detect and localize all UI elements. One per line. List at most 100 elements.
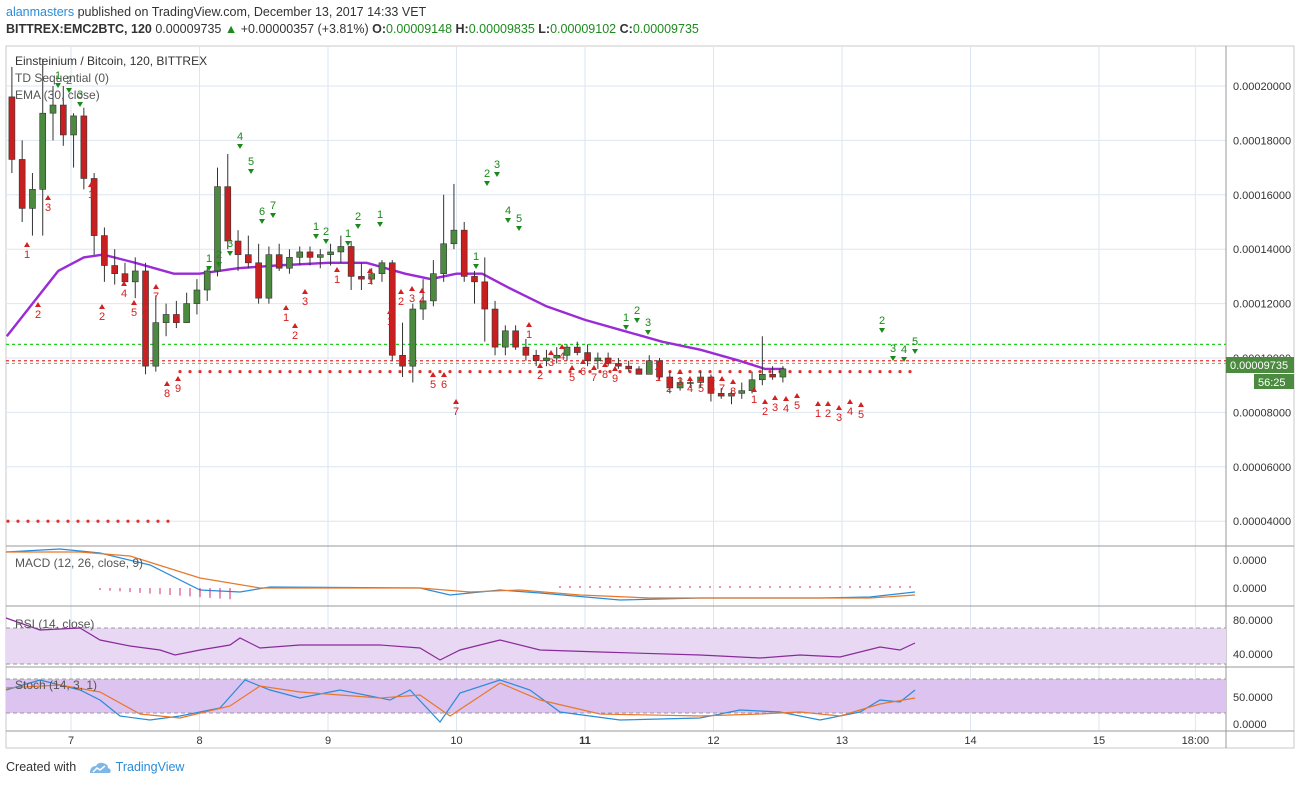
td-count-label: 3 [227, 238, 233, 250]
macd-signal-line [6, 551, 916, 599]
td-count-label: 6 [580, 366, 586, 378]
td-dot [96, 519, 100, 523]
td-dot [86, 519, 90, 523]
candle-body [378, 262, 386, 274]
candle-body [49, 104, 57, 114]
chart-title: Einsteinium / Bitcoin, 120, BITTREX [15, 54, 207, 68]
stoch-tick-upper: 50.0000 [1233, 692, 1273, 704]
time-tick-label: 9 [325, 735, 331, 747]
candle [635, 366, 643, 375]
tradingview-link[interactable]: TradingView [115, 760, 185, 774]
td-count-label: 8 [164, 388, 170, 400]
candle [553, 347, 561, 364]
td-count-label: 1 [334, 274, 340, 286]
candle [450, 183, 458, 250]
price-tick-label: 0.00018000 [1233, 135, 1291, 147]
author-link[interactable]: alanmasters [6, 5, 75, 19]
td-count-label: 2 [323, 226, 329, 238]
td-sell-arrow-icon [559, 344, 565, 349]
td-buy-arrow-icon [227, 251, 233, 256]
candle-body [522, 346, 530, 356]
td-count-label: 2 [99, 311, 105, 323]
td-dot [208, 370, 212, 374]
candle-body [255, 262, 262, 299]
candle [687, 379, 694, 388]
td-buy-arrow-icon [634, 318, 640, 323]
td-dot [188, 370, 192, 374]
candle-body [59, 104, 67, 136]
macd-tick-upper: 0.0000 [1233, 555, 1267, 567]
td-dot [718, 370, 722, 374]
candle [759, 336, 766, 386]
candle [286, 249, 293, 274]
price-axis[interactable]: 0.00020000 0.00018000 0.00016000 0.00014000… [1233, 81, 1291, 528]
stoch-d-line [5, 682, 916, 719]
candle [615, 358, 622, 369]
td-dot [278, 370, 282, 374]
candle [183, 292, 190, 323]
stoch-k-line [5, 679, 916, 723]
td-sell-arrow-icon [847, 399, 853, 404]
td-dot [76, 519, 80, 523]
candle-body [759, 374, 766, 381]
td-count-label: 7 [453, 406, 459, 418]
td-sell-arrow-icon [367, 268, 373, 273]
td-dot [798, 370, 802, 374]
td-dot [558, 370, 562, 374]
high-label: H: [455, 22, 469, 36]
close-label: C: [619, 22, 633, 36]
candle [604, 352, 612, 367]
time-axis[interactable]: 7 8 9 10 11 12 13 14 15 18:00 [68, 735, 1209, 747]
td-dot [56, 519, 60, 523]
td-dot [548, 370, 552, 374]
candle-body [224, 186, 232, 242]
candle [399, 322, 406, 378]
td-dot [408, 370, 412, 374]
candle [234, 230, 242, 271]
candle-body [481, 281, 489, 310]
td-sell-arrow-icon [772, 395, 778, 400]
td-count-label: 4 [783, 403, 789, 415]
candle-body [563, 346, 571, 356]
candle-body [70, 115, 77, 136]
candle [666, 371, 674, 394]
td-dot [888, 370, 892, 374]
td-count-label: 3 [45, 202, 51, 214]
td-sell-arrow-icon [387, 309, 393, 314]
td-buy-arrow-icon [248, 169, 254, 174]
price-tick-label: 0.00012000 [1233, 299, 1291, 311]
td-sell-arrow-icon [762, 399, 768, 404]
td-count-label: 2 [292, 330, 298, 342]
td-sell-arrow-icon [302, 289, 308, 294]
td-dot [538, 370, 542, 374]
td-count-label: 3 [677, 376, 683, 388]
td-count-label: 1 [283, 312, 289, 324]
candle-body [39, 112, 47, 190]
td-dot [198, 370, 202, 374]
candle [460, 222, 468, 282]
candle [296, 246, 304, 266]
td-count-label: 7 [270, 200, 276, 212]
td-dot [178, 370, 182, 374]
rsi-tick-upper: 80.0000 [1233, 615, 1273, 627]
candle-body [234, 240, 242, 255]
td-count-label: 2 [666, 383, 672, 395]
candle [214, 167, 221, 277]
td-dot [528, 370, 532, 374]
candle-body [111, 265, 118, 274]
candle [543, 349, 550, 367]
td-dots [6, 370, 912, 523]
td-dot [136, 519, 140, 523]
td-count-label: 9 [175, 383, 181, 395]
td-dot [438, 370, 442, 374]
td-count-label: 1 [345, 228, 351, 240]
td-dot [758, 370, 762, 374]
candle [388, 260, 396, 361]
td-buy-arrow-icon [494, 172, 500, 177]
candle-body [440, 243, 447, 274]
candle [347, 241, 355, 290]
td-sell-arrow-icon [602, 362, 608, 367]
candle-body [265, 254, 273, 299]
candle [327, 243, 334, 266]
